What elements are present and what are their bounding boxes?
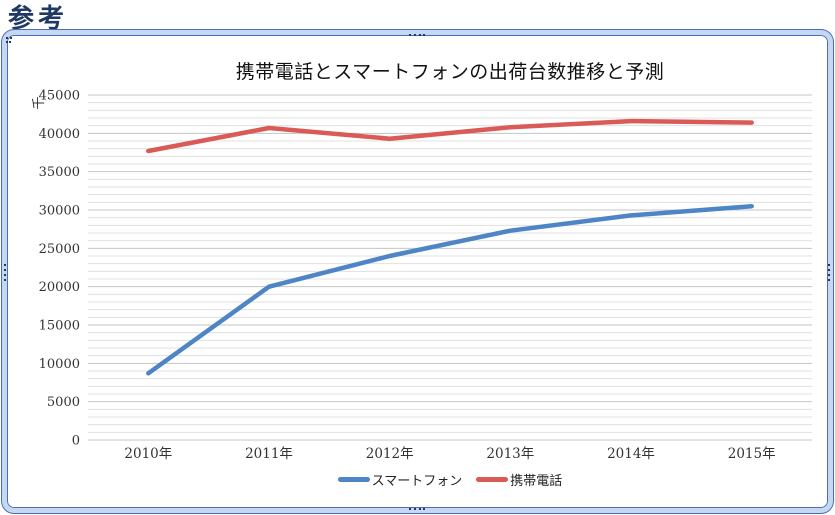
legend-swatch: [476, 477, 509, 482]
legend-swatch: [337, 477, 370, 482]
legend-label: スマートフォン: [371, 474, 463, 489]
legend-item: 携帯電話: [476, 470, 562, 489]
object-handle-top-left[interactable]: [6, 37, 14, 45]
y-axis-unit-label: 千: [32, 96, 47, 110]
object-handle-bottom-center[interactable]: [409, 508, 427, 510]
legend-item: スマートフォン: [337, 470, 463, 489]
chart-object-frame[interactable]: [2, 30, 833, 513]
object-handle-left-middle[interactable]: [4, 264, 8, 284]
legend-label: 携帯電話: [510, 474, 563, 489]
object-handle-right-middle[interactable]: [828, 264, 832, 284]
object-handle-top-center[interactable]: [409, 34, 427, 36]
chart-title: 携帯電話とスマートフォンの出荷台数推移と予測: [235, 61, 665, 83]
page-heading: 参考: [8, 4, 69, 34]
chart-legend: スマートフォン 携帯電話: [88, 470, 812, 489]
